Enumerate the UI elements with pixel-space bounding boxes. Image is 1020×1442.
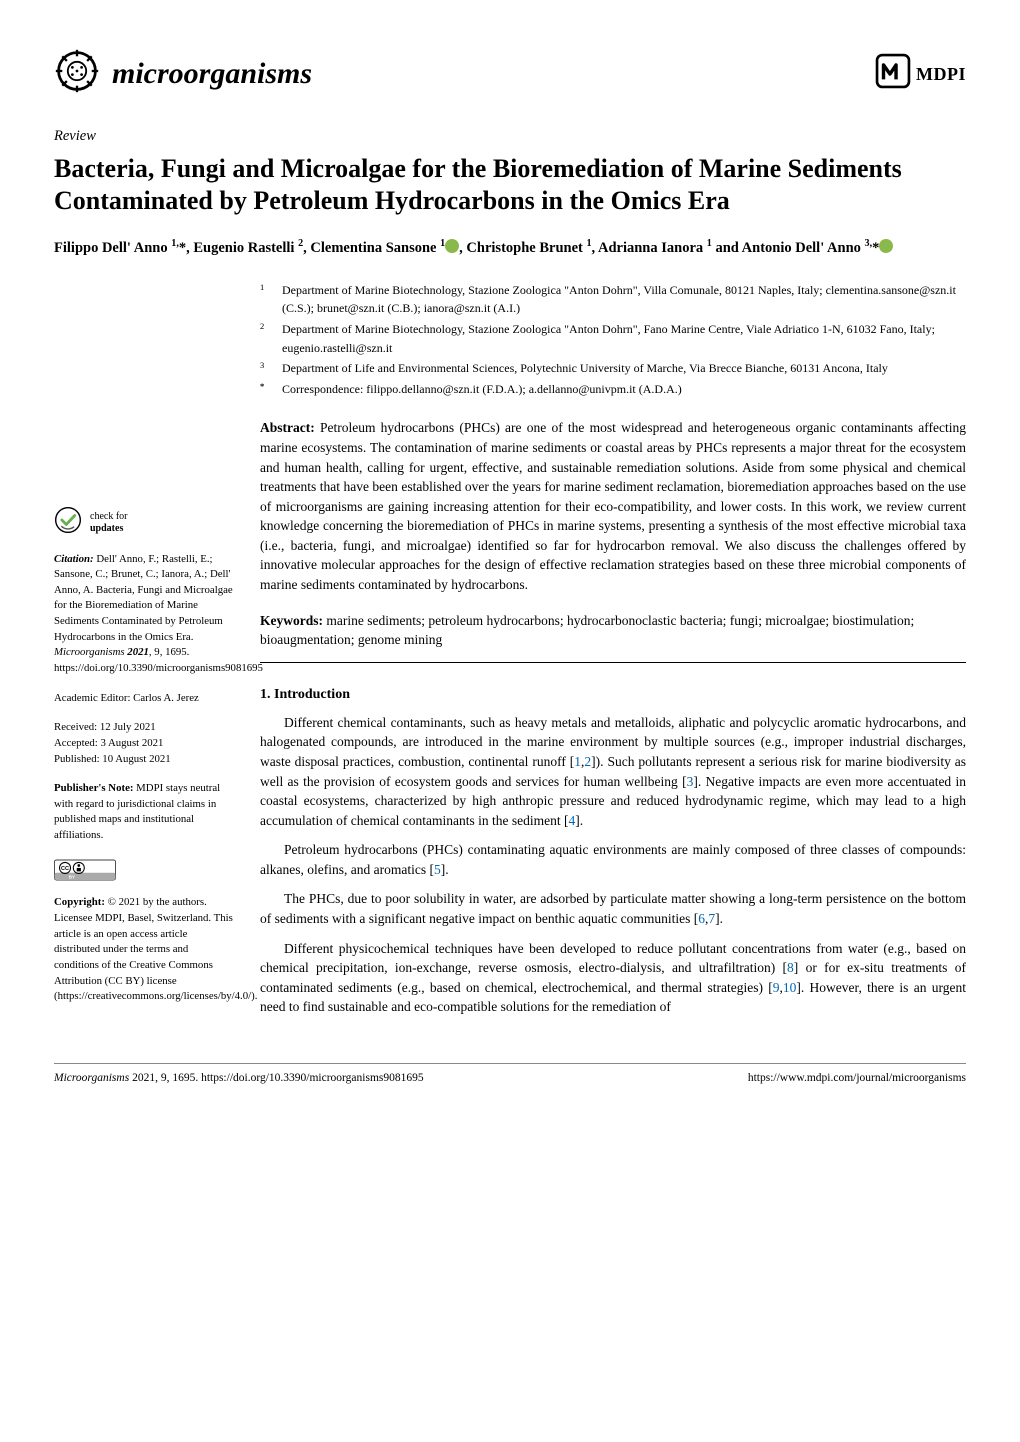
svg-text:CC: CC bbox=[61, 866, 69, 872]
body-text: ]. bbox=[715, 911, 723, 926]
citation-link[interactable]: 5 bbox=[434, 862, 441, 877]
citation-label: Citation: bbox=[54, 553, 94, 565]
publisher-note: Publisher's Note: MDPI stays neutral wit… bbox=[54, 781, 234, 844]
header-row: microorganisms MDPI bbox=[54, 48, 966, 100]
citation-block: Citation: Dell' Anno, F.; Rastelli, E.; … bbox=[54, 552, 234, 677]
gear-icon bbox=[54, 48, 100, 100]
affiliation-text: Correspondence: filippo.dellanno@szn.it … bbox=[282, 380, 682, 399]
two-column-layout: check for updates Citation: Dell' Anno, … bbox=[54, 281, 966, 1027]
footer-right[interactable]: https://www.mdpi.com/journal/microorgani… bbox=[748, 1070, 966, 1087]
author-text: *, Eugenio Rastelli bbox=[179, 239, 298, 255]
license-text-block: Copyright: © 2021 by the authors. Licens… bbox=[54, 895, 234, 1004]
citation-link[interactable]: 6 bbox=[698, 911, 705, 926]
keywords-text: marine sediments; petroleum hydrocarbons… bbox=[260, 613, 914, 648]
body-text: ]. bbox=[575, 813, 583, 828]
publisher-logo: MDPI bbox=[874, 52, 966, 96]
author-text: , Christophe Brunet bbox=[459, 239, 586, 255]
citation-year: 2021 bbox=[125, 646, 149, 658]
copyright-text: © 2021 by the authors. Licensee MDPI, Ba… bbox=[54, 896, 257, 1002]
citation-link[interactable]: 1 bbox=[574, 754, 581, 769]
mdpi-mark-icon bbox=[874, 52, 912, 96]
affiliation-num: 3 bbox=[260, 359, 270, 378]
footer-left: Microorganisms 2021, 9, 1695. https://do… bbox=[54, 1070, 424, 1087]
accepted-date: Accepted: 3 August 2021 bbox=[54, 736, 234, 752]
sidebar: check for updates Citation: Dell' Anno, … bbox=[54, 281, 234, 1027]
svg-text:BY: BY bbox=[69, 874, 75, 879]
affiliation-row: 3 Department of Life and Environmental S… bbox=[260, 359, 966, 378]
cc-license-icon-block: CC BY bbox=[54, 858, 234, 888]
citation-link[interactable]: 8 bbox=[787, 960, 794, 975]
journal-logo-block: microorganisms bbox=[54, 48, 312, 100]
cc-by-icon[interactable]: CC BY bbox=[54, 873, 116, 885]
publisher-name: MDPI bbox=[916, 61, 966, 87]
author-text: and Antonio Dell' Anno bbox=[712, 239, 865, 255]
copyright-label: Copyright: bbox=[54, 896, 105, 908]
footer-rest: 2021, 9, 1695. https://doi.org/10.3390/m… bbox=[129, 1072, 423, 1084]
page-container: microorganisms MDPI Review Bacteria, Fun… bbox=[0, 0, 1020, 1116]
body-text: Petroleum hydrocarbons (PHCs) contaminat… bbox=[260, 842, 966, 877]
abstract-text: Petroleum hydrocarbons (PHCs) are one of… bbox=[260, 420, 966, 592]
affiliation-text: Department of Marine Biotechnology, Staz… bbox=[282, 320, 966, 357]
check-updates-label: check for updates bbox=[90, 511, 127, 534]
footer-journal: Microorganisms bbox=[54, 1072, 129, 1084]
check-label-line1: check for bbox=[90, 511, 127, 522]
affiliation-row: 1 Department of Marine Biotechnology, St… bbox=[260, 281, 966, 318]
citation-text: Dell' Anno, F.; Rastelli, E.; Sansone, C… bbox=[54, 553, 233, 643]
journal-name: microorganisms bbox=[112, 52, 312, 96]
divider-rule bbox=[260, 662, 966, 663]
affiliation-row: * Correspondence: filippo.dellanno@szn.i… bbox=[260, 380, 966, 399]
academic-editor: Academic Editor: Carlos A. Jerez bbox=[54, 691, 234, 707]
affiliation-num: * bbox=[260, 380, 270, 399]
citation-link[interactable]: 9 bbox=[773, 980, 780, 995]
citation-journal: Microorganisms bbox=[54, 646, 125, 658]
article-title: Bacteria, Fungi and Microalgae for the B… bbox=[54, 153, 966, 218]
affiliation-text: Department of Marine Biotechnology, Staz… bbox=[282, 281, 966, 318]
body-paragraph: The PHCs, due to poor solubility in wate… bbox=[260, 889, 966, 928]
body-paragraph: Different physicochemical techniques hav… bbox=[260, 939, 966, 1017]
abstract-block: Abstract: Petroleum hydrocarbons (PHCs) … bbox=[260, 418, 966, 594]
dates-block: Received: 12 July 2021 Accepted: 3 Augus… bbox=[54, 720, 234, 767]
main-column: 1 Department of Marine Biotechnology, St… bbox=[260, 281, 966, 1027]
author-sup: 1, bbox=[171, 238, 179, 249]
check-label-line2: updates bbox=[90, 523, 123, 534]
author-text: * bbox=[872, 239, 879, 255]
affiliation-num: 2 bbox=[260, 320, 270, 357]
keywords-label: Keywords: bbox=[260, 613, 323, 628]
received-date: Received: 12 July 2021 bbox=[54, 720, 234, 736]
author-text: , Adrianna Ianora bbox=[592, 239, 707, 255]
author-text: , Clementina Sansone bbox=[303, 239, 440, 255]
orcid-icon[interactable] bbox=[445, 239, 459, 253]
pubnote-label: Publisher's Note: bbox=[54, 782, 133, 794]
affiliation-num: 1 bbox=[260, 281, 270, 318]
authors-line: Filippo Dell' Anno 1,*, Eugenio Rastelli… bbox=[54, 236, 966, 259]
affiliation-row: 2 Department of Marine Biotechnology, St… bbox=[260, 320, 966, 357]
orcid-icon[interactable] bbox=[879, 239, 893, 253]
abstract-label: Abstract: bbox=[260, 420, 315, 435]
affiliations-block: 1 Department of Marine Biotechnology, St… bbox=[260, 281, 966, 399]
body-text: ]. bbox=[441, 862, 449, 877]
author-sup: 3, bbox=[865, 238, 873, 249]
sidebar-spacer bbox=[54, 281, 234, 506]
keywords-block: Keywords: marine sediments; petroleum hy… bbox=[260, 611, 966, 650]
citation-link[interactable]: 10 bbox=[783, 980, 797, 995]
check-updates-icon bbox=[54, 506, 82, 540]
published-date: Published: 10 August 2021 bbox=[54, 752, 234, 768]
author-text: Filippo Dell' Anno bbox=[54, 239, 171, 255]
body-paragraph: Petroleum hydrocarbons (PHCs) contaminat… bbox=[260, 840, 966, 879]
page-footer: Microorganisms 2021, 9, 1695. https://do… bbox=[54, 1063, 966, 1087]
article-type: Review bbox=[54, 126, 966, 147]
check-updates-block[interactable]: check for updates bbox=[54, 506, 234, 540]
body-text: The PHCs, due to poor solubility in wate… bbox=[260, 891, 966, 926]
affiliation-text: Department of Life and Environmental Sci… bbox=[282, 359, 888, 378]
body-paragraph: Different chemical contaminants, such as… bbox=[260, 713, 966, 830]
section-heading: 1. Introduction bbox=[260, 685, 966, 705]
